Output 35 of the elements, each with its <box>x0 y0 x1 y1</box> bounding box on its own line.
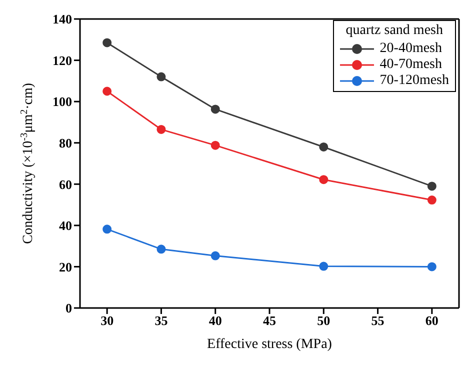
x-tick-label: 55 <box>371 313 385 328</box>
y-tick-label: 120 <box>52 52 72 68</box>
point <box>102 86 112 96</box>
point <box>319 142 328 152</box>
legend-label: 70-120mesh <box>380 73 449 89</box>
x-tick-label: 45 <box>263 313 276 328</box>
x-axis-title: Effective stress (MPa) <box>207 337 332 352</box>
point <box>319 262 328 271</box>
point <box>427 262 436 272</box>
x-tick-label: 40 <box>208 313 222 328</box>
point <box>210 104 220 114</box>
y-tick-label: 80 <box>59 135 72 150</box>
point <box>427 196 436 205</box>
y-tick-label: 100 <box>52 94 72 110</box>
point <box>319 175 328 184</box>
legend-label: 20-40mesh <box>380 41 442 57</box>
point <box>102 224 112 234</box>
point <box>210 251 220 260</box>
legend-title: quartz sand mesh <box>344 23 444 39</box>
legend-label: 40-70mesh <box>380 57 442 73</box>
y-tick-label: 140 <box>52 12 72 27</box>
x-tick-label: 60 <box>425 313 438 328</box>
point <box>427 182 436 191</box>
point <box>156 124 166 134</box>
y-tick-label: 40 <box>59 218 72 234</box>
y-tick-label: 20 <box>59 259 72 274</box>
y-tick-label: 60 <box>59 176 72 192</box>
x-tick-label: 30 <box>100 313 114 328</box>
point <box>102 38 112 48</box>
x-tick-label: 50 <box>317 313 330 328</box>
point <box>156 72 166 82</box>
x-tick-label: 35 <box>154 313 168 328</box>
point <box>210 140 220 150</box>
point <box>156 244 166 254</box>
y-tick-label: 0 <box>66 300 72 316</box>
